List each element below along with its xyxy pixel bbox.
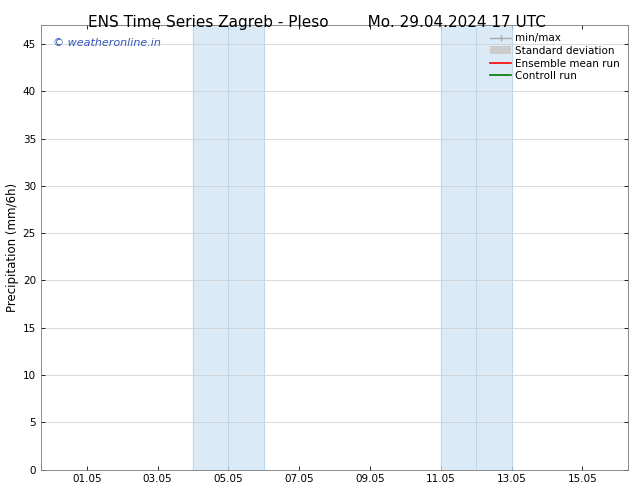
Text: © weatheronline.in: © weatheronline.in (53, 39, 160, 49)
Y-axis label: Precipitation (mm/6h): Precipitation (mm/6h) (6, 183, 18, 312)
Legend: min/max, Standard deviation, Ensemble mean run, Controll run: min/max, Standard deviation, Ensemble me… (488, 30, 623, 84)
Bar (441, 25, 512, 469)
Text: ENS Time Series Zagreb - Pleso        Mo. 29.04.2024 17 UTC: ENS Time Series Zagreb - Pleso Mo. 29.04… (88, 15, 546, 30)
Bar (193, 25, 264, 469)
